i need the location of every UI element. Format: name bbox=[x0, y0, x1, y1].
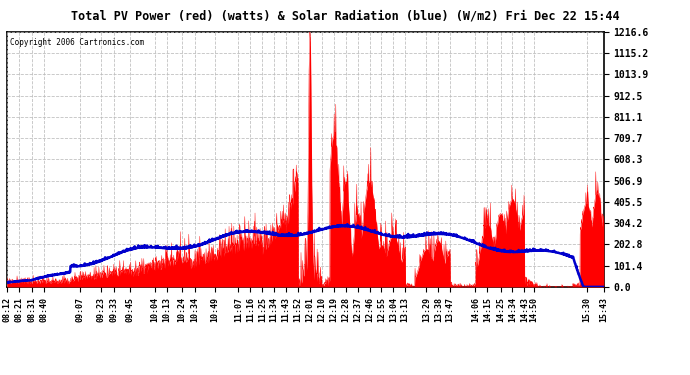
Text: Total PV Power (red) (watts) & Solar Radiation (blue) (W/m2) Fri Dec 22 15:44: Total PV Power (red) (watts) & Solar Rad… bbox=[70, 9, 620, 22]
Text: Copyright 2006 Cartronics.com: Copyright 2006 Cartronics.com bbox=[10, 38, 144, 47]
